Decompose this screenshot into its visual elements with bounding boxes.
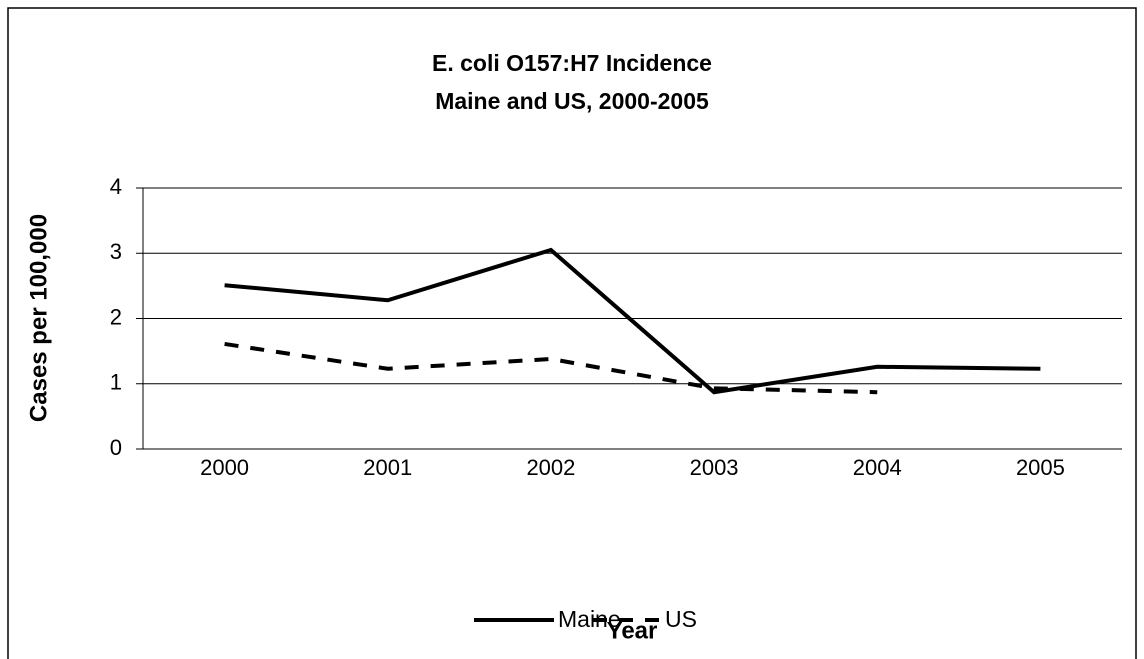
series-line (224, 247, 1041, 395)
legend-label: Maine (558, 606, 621, 632)
y-tick-label: 0 (110, 435, 122, 460)
y-tick-label: 3 (110, 239, 122, 264)
x-tick-label: 2003 (690, 455, 739, 480)
x-tick-label: 2000 (200, 455, 249, 480)
chart-subtitle: Maine and US, 2000-2005 (435, 88, 709, 114)
chart-border (7, 7, 1137, 659)
x-tick-label: 2005 (1016, 455, 1065, 480)
series-line (224, 341, 878, 395)
legend-label: US (665, 606, 697, 632)
x-tick-label: 2001 (363, 455, 412, 480)
x-tick-label: 2004 (853, 455, 902, 480)
y-tick-label: 1 (110, 370, 122, 395)
chart-title: E. coli O157:H7 Incidence (432, 50, 712, 76)
y-tick-label: 2 (110, 304, 122, 329)
y-tick-label: 4 (110, 174, 122, 199)
y-axis-title: Cases per 100,000 (25, 214, 52, 422)
x-tick-label: 2002 (526, 455, 575, 480)
